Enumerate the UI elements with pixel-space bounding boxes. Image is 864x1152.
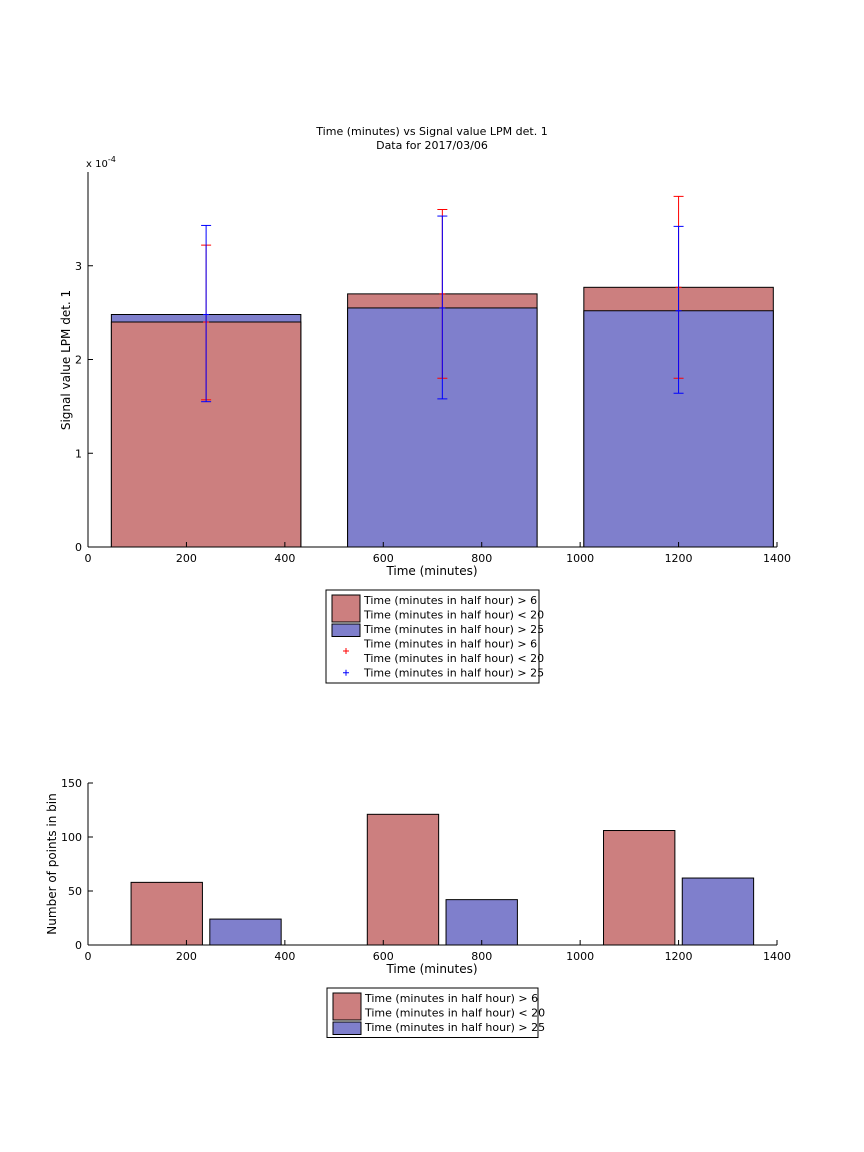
- signal-chart: Time (minutes) vs Signal value LPM det. …: [59, 125, 791, 684]
- x-tick-label: 400: [274, 552, 295, 565]
- legend-label: Time (minutes in half hour) < 20: [364, 1007, 545, 1020]
- x-tick-label: 1400: [763, 950, 791, 963]
- legend-label: Time (minutes in half hour) < 20: [363, 652, 544, 665]
- legend-item: Time (minutes in half hour) > 25: [332, 1021, 545, 1035]
- x-tick-label: 400: [274, 950, 295, 963]
- x-tick-label: 1400: [763, 552, 791, 565]
- x-tick-label: 800: [471, 552, 492, 565]
- x-tick-label: 0: [85, 950, 92, 963]
- legend-swatch: [331, 594, 361, 623]
- bar-red-series: [366, 813, 440, 946]
- legend-box: [325, 589, 540, 684]
- bar-blue-series: [445, 899, 518, 946]
- legend-item: Time (minutes in half hour) > 6 Time (min…: [332, 992, 545, 1021]
- legend-label: Time (minutes in half hour) > 6: [363, 594, 537, 607]
- count-chart: Time (minutes) Number of points in bin 0…: [45, 777, 791, 1038]
- y-tick-label: 0: [75, 939, 82, 952]
- bar-blue-series: [209, 918, 282, 946]
- x-tick-label: 200: [176, 552, 197, 565]
- legend-label: Time (minutes in half hour) > 25: [363, 667, 544, 680]
- legend-label: Time (minutes in half hour) > 25: [363, 623, 544, 636]
- y-exponent-power: -4: [108, 155, 116, 164]
- error-bars: [201, 195, 684, 403]
- x-tick-label: 0: [85, 552, 92, 565]
- x-axis-label: Time (minutes): [385, 564, 477, 578]
- chart-title: Time (minutes) vs Signal value LPM det. …: [315, 125, 547, 138]
- legend-swatch: [332, 1021, 362, 1035]
- legend-label: Time (minutes in half hour) < 20: [363, 609, 544, 622]
- y-tick-label: 3: [75, 260, 82, 273]
- legend-item: Time (minutes in half hour) > 25: [343, 667, 544, 680]
- legend-label: Time (minutes in half hour) > 25: [364, 1021, 545, 1034]
- y-tick-label: 2: [75, 354, 82, 367]
- y-tick-label: 150: [61, 777, 82, 790]
- bar-red-series: [603, 830, 676, 946]
- legend-item: Time (minutes in half hour) > 6 Time (min…: [331, 594, 544, 623]
- chart-subtitle: Data for 2017/03/06: [376, 139, 488, 152]
- legend-swatch: [331, 623, 361, 637]
- y-exponent-label: x 10-4: [86, 155, 116, 170]
- legend-item: Time (minutes in half hour) > 25: [331, 623, 544, 637]
- x-tick-label: 600: [373, 552, 394, 565]
- x-tick-label: 200: [176, 950, 197, 963]
- y-tick-label: 1: [75, 447, 82, 460]
- legend: Time (minutes in half hour) > 6 Time (min…: [326, 987, 545, 1038]
- bars: [130, 813, 755, 946]
- legend-label: Time (minutes in half hour) > 6: [363, 638, 537, 651]
- x-tick-label: 1000: [566, 950, 594, 963]
- x-tick-label: 1200: [665, 552, 693, 565]
- bar-red-series: [130, 881, 203, 946]
- x-tick-label: 800: [471, 950, 492, 963]
- y-tick-label: 100: [61, 831, 82, 844]
- y-tick-label: 50: [68, 885, 82, 898]
- legend-box: [326, 987, 539, 1038]
- x-tick-label: 600: [373, 950, 394, 963]
- x-tick-label: 1200: [665, 950, 693, 963]
- y-tick-label: 0: [75, 541, 82, 554]
- y-axis-label: Number of points in bin: [45, 793, 59, 934]
- x-tick-label: 1000: [566, 552, 594, 565]
- legend-label: Time (minutes in half hour) > 6: [364, 992, 538, 1005]
- x-axis-label: Time (minutes): [385, 962, 477, 976]
- y-axis-label: Signal value LPM det. 1: [59, 290, 73, 430]
- y-exponent-base: x 10: [86, 159, 108, 170]
- bar-blue-series: [681, 877, 755, 946]
- legend-swatch: [332, 992, 362, 1021]
